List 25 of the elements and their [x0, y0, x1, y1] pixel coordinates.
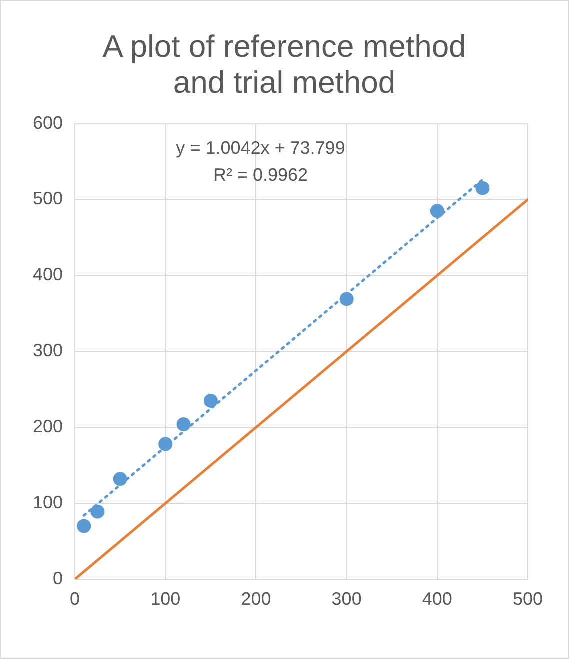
- point: [176, 417, 191, 432]
- y-tick-label: 0: [53, 568, 64, 588]
- x-tick-label: 100: [150, 589, 181, 610]
- y-tick-label: 300: [32, 340, 64, 361]
- y-tick-label: 600: [32, 112, 64, 133]
- x-tick-label: 500: [512, 589, 544, 610]
- annotation: R² = 0.9962: [213, 164, 308, 185]
- point: [204, 394, 218, 408]
- y-tick-label: 400: [32, 264, 64, 285]
- point: [430, 204, 444, 218]
- x-tick-label: 300: [332, 589, 362, 610]
- point: [340, 292, 354, 306]
- point: [158, 437, 173, 452]
- y-tick-label: 200: [32, 416, 64, 436]
- x-tick-label: 400: [422, 589, 452, 610]
- x-tick-label: 0: [70, 589, 80, 610]
- point: [113, 472, 128, 486]
- point: [77, 519, 92, 534]
- point: [476, 181, 490, 196]
- chart-title: A plot of reference method and trial method: [102, 29, 468, 101]
- point: [90, 504, 105, 519]
- annotation: y = 1.0042x + 73.799: [176, 138, 346, 158]
- x-tick-label: 200: [241, 589, 272, 610]
- y-tick-label: 100: [32, 492, 64, 512]
- y-tick-label: 500: [32, 188, 64, 209]
